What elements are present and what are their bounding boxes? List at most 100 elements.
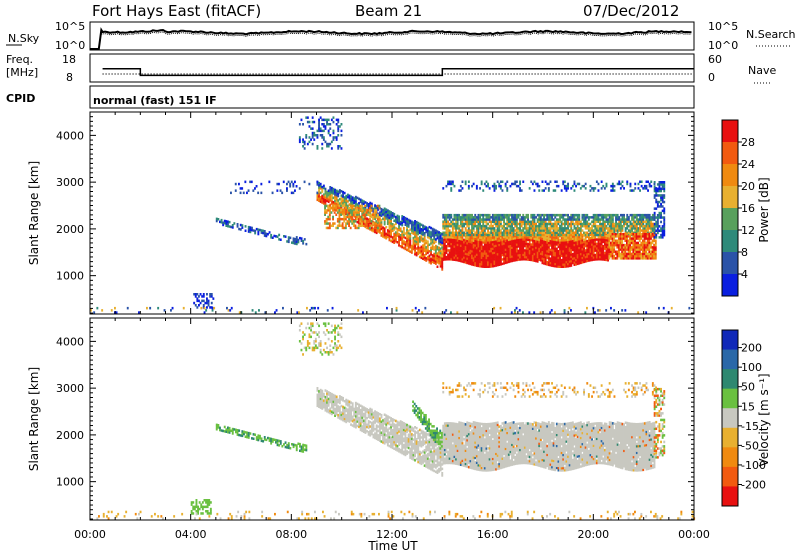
power-cell bbox=[517, 213, 520, 217]
power-cell bbox=[483, 261, 486, 264]
power-cell bbox=[640, 184, 643, 188]
power-cell bbox=[653, 231, 656, 235]
power-cell bbox=[520, 247, 523, 250]
power-cell bbox=[474, 237, 477, 241]
power-cell bbox=[517, 216, 520, 219]
power-cell bbox=[340, 198, 343, 202]
power-cell bbox=[603, 216, 606, 219]
power-cell bbox=[482, 213, 485, 217]
power-cell bbox=[621, 224, 624, 228]
power-cell bbox=[386, 222, 389, 225]
power-cell bbox=[316, 134, 319, 137]
power-cell bbox=[619, 254, 622, 258]
power-cell bbox=[648, 257, 651, 260]
power-cell bbox=[643, 257, 646, 260]
power-cell bbox=[651, 224, 654, 228]
power-cell bbox=[543, 189, 545, 192]
power-cell bbox=[312, 306, 315, 310]
power-cell bbox=[433, 235, 436, 238]
power-cell bbox=[490, 254, 493, 257]
power-cell bbox=[541, 224, 544, 228]
power-y-axis-label: Slant Range [km] bbox=[27, 161, 41, 265]
power-cell bbox=[410, 244, 413, 248]
power-cell bbox=[438, 240, 440, 243]
power-cell bbox=[343, 226, 346, 230]
power-cell bbox=[618, 252, 620, 256]
power-cell bbox=[472, 250, 475, 253]
power-cell bbox=[472, 263, 475, 267]
power-cell bbox=[600, 244, 603, 248]
noise-search-line bbox=[101, 31, 692, 37]
power-cell bbox=[498, 182, 501, 186]
power-cell bbox=[442, 213, 445, 217]
power-cell bbox=[402, 216, 405, 219]
power-cell bbox=[388, 234, 391, 237]
power-cell bbox=[587, 254, 590, 258]
power-cell bbox=[602, 240, 605, 244]
power-cell bbox=[576, 258, 579, 261]
power-cell bbox=[303, 140, 306, 144]
power-cell bbox=[619, 232, 622, 236]
power-cell bbox=[581, 241, 584, 244]
power-cell bbox=[348, 217, 350, 221]
power-cell bbox=[565, 241, 568, 244]
power-cell bbox=[447, 222, 449, 226]
power-cell bbox=[643, 184, 646, 188]
power-cell bbox=[592, 247, 595, 250]
power-cell bbox=[504, 241, 507, 245]
power-cell bbox=[549, 239, 552, 243]
power-cell bbox=[441, 252, 444, 256]
power-cell bbox=[615, 224, 617, 228]
power-cell bbox=[407, 231, 410, 235]
power-cell bbox=[330, 186, 333, 190]
power-cell bbox=[599, 213, 601, 217]
power-cell bbox=[639, 220, 641, 223]
power-cell bbox=[563, 213, 566, 217]
power-cell bbox=[618, 250, 620, 253]
power-cell bbox=[442, 251, 445, 255]
power-cell bbox=[448, 240, 451, 243]
power-cell bbox=[498, 237, 501, 240]
power-cell bbox=[453, 256, 456, 259]
power-cell bbox=[466, 233, 469, 237]
power-cell bbox=[348, 196, 351, 200]
power-cell bbox=[453, 218, 456, 221]
power-cell bbox=[654, 243, 657, 247]
power-cell bbox=[533, 257, 536, 260]
power-cell bbox=[327, 200, 330, 203]
velocity-cell bbox=[442, 455, 445, 458]
power-cell bbox=[506, 261, 509, 264]
power-cell bbox=[503, 251, 505, 254]
power-cell bbox=[487, 241, 489, 244]
power-cell bbox=[382, 217, 384, 221]
power-cell bbox=[536, 229, 539, 232]
power-cell bbox=[619, 187, 622, 190]
power-cell bbox=[660, 236, 662, 239]
power-cell bbox=[455, 252, 457, 255]
power-cell bbox=[356, 205, 359, 208]
power-cell bbox=[469, 213, 472, 217]
power-cell bbox=[522, 247, 525, 250]
power-cell bbox=[511, 250, 513, 254]
power-cell bbox=[563, 252, 566, 255]
power-cell bbox=[480, 233, 483, 237]
power-cell bbox=[650, 231, 653, 234]
power-cell bbox=[608, 227, 611, 230]
power-cell bbox=[535, 222, 537, 226]
power-cell bbox=[557, 229, 560, 232]
velocity-cell bbox=[453, 462, 456, 465]
power-cell bbox=[482, 239, 485, 242]
power-cell bbox=[571, 220, 574, 223]
power-cell bbox=[496, 261, 499, 265]
power-cell bbox=[579, 252, 582, 256]
power-cell bbox=[619, 229, 622, 232]
power-cell bbox=[576, 253, 579, 257]
power-cell bbox=[399, 229, 402, 233]
velocity-cell bbox=[455, 433, 457, 437]
power-cell bbox=[573, 254, 576, 258]
power-cell bbox=[388, 238, 391, 242]
power-cell bbox=[390, 219, 392, 223]
power-cell bbox=[265, 234, 268, 238]
power-cell bbox=[438, 231, 440, 234]
power-cell bbox=[551, 251, 553, 254]
